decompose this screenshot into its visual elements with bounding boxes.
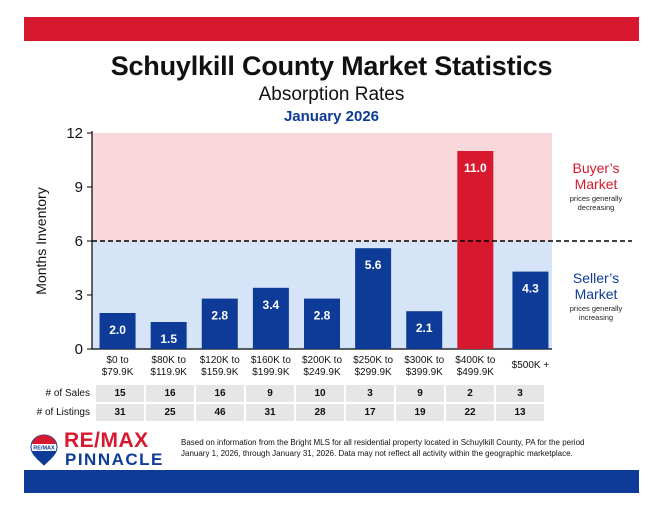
category-label: $199.9K xyxy=(252,367,290,378)
stats-table: # of Sales 15 16 16 9 10 3 9 2 3 # of Listings 31 25… xyxy=(24,383,546,423)
table-cell: 17 xyxy=(346,404,394,421)
bar-value-label: 2.1 xyxy=(416,321,433,335)
bar xyxy=(304,298,340,349)
buyer-title-line1: Buyer’s xyxy=(572,160,620,176)
category-label: $0 to xyxy=(106,355,129,366)
bar xyxy=(99,313,136,349)
top-accent-bar xyxy=(24,17,639,41)
category-label: $299.9K xyxy=(354,367,392,378)
category-label: $500K + xyxy=(512,360,550,371)
seller-title-line2: Market xyxy=(574,286,618,302)
source-footnote: Based on information from the Bright MLS… xyxy=(181,438,639,459)
buyer-desc-line1: prices generally xyxy=(569,194,623,203)
row-label: # of Sales xyxy=(45,388,90,399)
table-cell: 31 xyxy=(96,404,144,421)
table-cell: 22 xyxy=(446,404,494,421)
bar xyxy=(406,311,443,349)
table-cell: 3 xyxy=(496,385,544,402)
category-label: $399.9K xyxy=(406,367,444,378)
bar xyxy=(457,151,494,349)
category-label: $159.9K xyxy=(201,367,239,378)
absorption-chart: 0 3 6 9 12 Months Inventory 2.0 $0 to$79.9K 1.5 $… xyxy=(33,125,632,378)
table-cell: 46 xyxy=(196,404,244,421)
table-cell: 13 xyxy=(496,404,544,421)
category-label: $120K to xyxy=(200,355,240,366)
bar-value-label: 2.8 xyxy=(314,309,331,323)
seller-desc-line2: increasing xyxy=(578,313,614,322)
bar xyxy=(512,271,549,349)
bar-value-label: 4.3 xyxy=(522,282,539,296)
bar xyxy=(150,322,187,349)
buyer-market-label: Buyer’s Market prices generally decreasi… xyxy=(556,160,636,212)
buyer-desc-line2: decreasing xyxy=(577,203,615,212)
page-title: Schuylkill County Market Statistics xyxy=(110,51,553,81)
category-label: $119.9K xyxy=(150,367,187,378)
category-label: $250K to xyxy=(353,355,393,366)
category-label: $200K to xyxy=(302,355,342,366)
bar-value-label: 11.0 xyxy=(464,161,487,175)
category-label: $80K to xyxy=(151,355,186,366)
buyer-desc: prices generally decreasing xyxy=(556,194,636,212)
y-tick-label: 0 xyxy=(75,341,83,358)
table-cell: 16 xyxy=(146,385,194,402)
table-row: # of Sales 15 16 16 9 10 3 9 2 3 xyxy=(26,385,544,402)
bar-value-label: 3.4 xyxy=(263,298,280,312)
brand-office: PINNACLE xyxy=(65,450,164,469)
balloon-text: RE/MAX xyxy=(33,446,55,452)
footnote-line1: Based on information from the Bright MLS… xyxy=(181,438,585,447)
footnote-line2: January 1, 2026, through January 31, 202… xyxy=(181,448,573,458)
table-row: # of Listings 31 25 46 31 28 17 19 22 13 xyxy=(26,404,544,421)
category-label: $300K to xyxy=(404,355,444,366)
table-cell: 9 xyxy=(396,385,444,402)
bar-value-label: 5.6 xyxy=(365,258,382,272)
table-cell: 28 xyxy=(296,404,344,421)
brand-name: RE/MAX xyxy=(64,429,149,452)
table-cell: 15 xyxy=(96,385,144,402)
bar xyxy=(201,298,238,349)
table-cell: 31 xyxy=(246,404,294,421)
category-label: $400K to xyxy=(455,355,495,366)
report-date: January 2026 xyxy=(283,108,380,125)
category-label: $79.9K xyxy=(102,367,134,378)
bar-value-label: 2.8 xyxy=(211,309,228,323)
bar xyxy=(252,287,289,349)
remax-logo: RE/MAX RE/MAX PINNACLE xyxy=(30,429,170,470)
bottom-accent-bar xyxy=(24,470,639,493)
bar-value-label: 1.5 xyxy=(160,332,177,346)
y-tick-label: 6 xyxy=(75,233,83,250)
table-cell: 10 xyxy=(296,385,344,402)
seller-desc: prices generally increasing xyxy=(556,304,636,322)
table-cell: 19 xyxy=(396,404,444,421)
table-cell: 2 xyxy=(446,385,494,402)
bar-value-label: 2.0 xyxy=(109,323,126,337)
y-axis-label: Months Inventory xyxy=(33,187,49,294)
seller-market-label: Seller’s Market prices generally increas… xyxy=(556,270,636,322)
seller-desc-line1: prices generally xyxy=(569,304,623,313)
table-cell: 25 xyxy=(146,404,194,421)
category-label: $160K to xyxy=(251,355,291,366)
table-cell: 3 xyxy=(346,385,394,402)
y-tick-label: 3 xyxy=(75,287,83,304)
category-label: $249.9K xyxy=(303,367,341,378)
buyer-title-line2: Market xyxy=(574,176,618,192)
y-tick-label: 12 xyxy=(66,125,83,142)
bar xyxy=(355,248,392,349)
balloon-icon: RE/MAX xyxy=(30,434,58,466)
category-label: $499.9K xyxy=(457,367,495,378)
row-label: # of Listings xyxy=(36,407,90,418)
table-cell: 16 xyxy=(196,385,244,402)
table-cell: 9 xyxy=(246,385,294,402)
y-tick-label: 9 xyxy=(75,179,83,196)
seller-title-line1: Seller’s xyxy=(572,270,620,286)
page-subtitle: Absorption Rates xyxy=(258,84,405,105)
